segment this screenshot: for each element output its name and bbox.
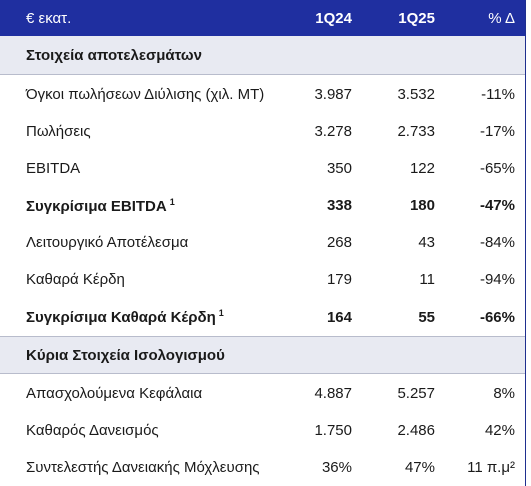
footnote-marker: 1 xyxy=(218,308,224,318)
row-label: Απασχολούμενα Κεφάλαια xyxy=(26,384,203,402)
row-1q25: 122 xyxy=(409,160,435,177)
row-change: 11 π.μ² xyxy=(467,459,515,476)
table-row: Όγκοι πωλήσεων Διύλισης (χιλ. ΜΤ) 3.987 … xyxy=(0,75,525,113)
row-1q25: 47% xyxy=(404,459,435,476)
row-change: -66% xyxy=(479,308,515,326)
row-1q24: 36% xyxy=(321,459,352,476)
row-change: 8% xyxy=(493,384,515,402)
row-label: Λειτουργικό Αποτέλεσμα xyxy=(26,234,189,251)
table-row: Καθαρός Δανεισμός 1.750 2.486 42% xyxy=(0,412,525,449)
row-1q24: 268 xyxy=(326,234,352,251)
table-row: Συγκρίσιμα EBITDA 1 338 180 -47% xyxy=(0,187,525,224)
table-row: EBITDA 350 122 -65% xyxy=(0,150,525,187)
row-label: Όγκοι πωλήσεων Διύλισης (χιλ. ΜΤ) xyxy=(26,85,265,103)
row-1q25: 11 xyxy=(419,271,435,288)
row-label: Καθαρά Κέρδη xyxy=(26,271,125,288)
row-1q25: 3.532 xyxy=(397,85,435,103)
row-1q25: 2.486 xyxy=(397,422,435,439)
table-row: Καθαρά Κέρδη 179 11 -94% xyxy=(0,261,525,298)
row-label: Πωλήσεις xyxy=(26,123,91,140)
header-1q25: 1Q25 xyxy=(398,9,435,27)
row-change: -17% xyxy=(479,123,515,140)
row-1q25: 5.257 xyxy=(397,384,435,402)
row-label: Συγκρίσιμα Καθαρά Κέρδη 1 xyxy=(26,308,224,326)
row-1q24: 3.987 xyxy=(314,85,352,103)
row-change: -94% xyxy=(479,271,515,288)
row-label: Συντελεστής Δανειακής Μόχλευσης xyxy=(26,459,260,476)
section-results: Στοιχεία αποτελεσμάτων xyxy=(0,36,525,75)
row-1q24: 350 xyxy=(326,160,352,177)
row-change: -47% xyxy=(479,197,515,214)
row-1q24: 4.887 xyxy=(314,384,352,402)
table-row: Λειτουργικό Αποτέλεσμα 268 43 -84% xyxy=(0,224,525,261)
row-1q25: 2.733 xyxy=(397,123,435,140)
row-1q24: 3.278 xyxy=(314,123,352,140)
row-label: Καθαρός Δανεισμός xyxy=(26,422,159,439)
table-row: Συντελεστής Δανειακής Μόχλευσης 36% 47% … xyxy=(0,449,525,486)
row-change: 42% xyxy=(484,422,515,439)
table-header: € εκατ. 1Q24 1Q25 % Δ xyxy=(0,0,525,36)
row-1q24: 338 xyxy=(326,197,352,214)
row-change: -65% xyxy=(479,160,515,177)
row-change: -11% xyxy=(481,85,515,103)
row-1q24: 1.750 xyxy=(314,422,352,439)
row-1q24: 164 xyxy=(326,308,352,326)
table-row: Πωλήσεις 3.278 2.733 -17% xyxy=(0,113,525,150)
row-label: EBITDA xyxy=(26,160,81,177)
section-balance-sheet: Κύρια Στοιχεία Ισολογισμού xyxy=(0,336,525,374)
header-1q24: 1Q24 xyxy=(315,9,352,27)
table-row: Συγκρίσιμα Καθαρά Κέρδη 1 164 55 -66% xyxy=(0,298,525,336)
row-1q25: 55 xyxy=(418,308,435,326)
row-change: -84% xyxy=(479,234,515,251)
row-1q25: 43 xyxy=(418,234,435,251)
row-1q25: 180 xyxy=(409,197,435,214)
row-label: Συγκρίσιμα EBITDA 1 xyxy=(26,196,175,215)
row-1q24: 179 xyxy=(326,271,352,288)
section-title: Κύρια Στοιχεία Ισολογισμού xyxy=(26,346,225,364)
section-title: Στοιχεία αποτελεσμάτων xyxy=(26,46,202,64)
footnote-marker: 1 xyxy=(169,196,175,207)
header-change: % Δ xyxy=(488,9,515,27)
table-row: Απασχολούμενα Κεφάλαια 4.887 5.257 8% xyxy=(0,374,525,412)
header-unit: € εκατ. xyxy=(26,9,72,27)
